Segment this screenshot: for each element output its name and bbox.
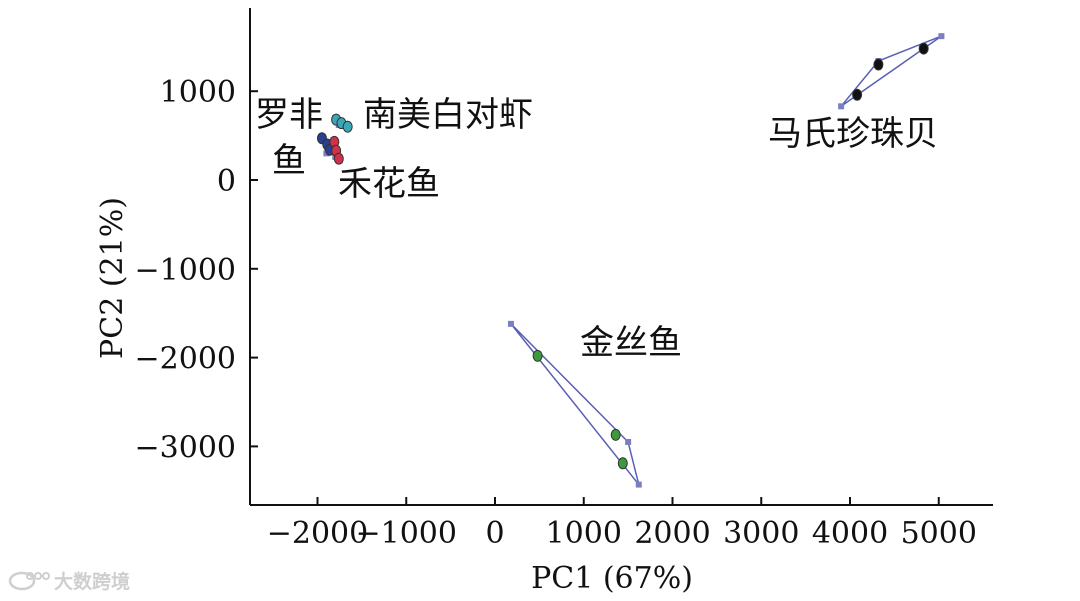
y-tick-label: 1000: [160, 75, 236, 110]
hull-vertex: [838, 103, 845, 110]
y-tick-label: −3000: [135, 430, 236, 465]
label-nanmei-shrimp: 南美白对虾: [363, 95, 533, 135]
x-tick-label: 4000: [812, 516, 888, 551]
data-point: [342, 120, 353, 133]
weibo-logo-icon: [8, 571, 50, 591]
data-point: [617, 457, 628, 470]
hull-vertex: [938, 33, 945, 40]
y-axis-title: PC2 (21%): [95, 197, 130, 359]
hull-outline: [840, 35, 942, 107]
data-point: [918, 42, 929, 55]
y-tick-label: −2000: [135, 342, 236, 377]
x-tick-label: 2000: [634, 516, 710, 551]
x-tick-label: 0: [485, 516, 504, 551]
data-point: [333, 152, 344, 165]
axes: [249, 8, 993, 506]
data-point: [610, 428, 621, 441]
data-point: [532, 349, 543, 362]
y-ticks: 1000 0 −1000 −2000 −3000: [135, 75, 258, 465]
hull-outline: [510, 323, 640, 486]
x-tick-label: 3000: [723, 516, 799, 551]
group-points: [316, 42, 929, 470]
x-tick-label: 5000: [901, 516, 977, 551]
x-tick-label: −2000: [267, 516, 368, 551]
label-pearl-oyster: 马氏珍珠贝: [768, 114, 938, 154]
label-luofei-line1: 罗非: [255, 95, 323, 135]
label-luofei-line2: 鱼: [272, 141, 306, 181]
watermark: 大数跨境: [8, 570, 130, 593]
label-goldfish: 金丝鱼: [580, 323, 682, 363]
y-tick-label: 0: [217, 164, 236, 199]
x-tick-label: −1000: [356, 516, 457, 551]
data-point: [873, 58, 884, 71]
group-labels: 罗非 鱼 南美白对虾 禾花鱼 马氏珍珠贝 金丝鱼: [255, 95, 938, 363]
hull-vertex: [625, 438, 632, 445]
x-ticks: −2000−1000 0 1000 2000 3000 4000 5000: [267, 497, 977, 551]
hull-vertex: [635, 481, 642, 488]
x-axis-title: PC1 (67%): [531, 561, 693, 596]
data-point: [852, 88, 863, 101]
hull-vertex: [507, 320, 514, 327]
y-tick-label: −1000: [135, 253, 236, 288]
label-hehua-fish: 禾花鱼: [338, 164, 440, 204]
x-tick-label: 1000: [546, 516, 622, 551]
watermark-text: 大数跨境: [54, 570, 130, 593]
